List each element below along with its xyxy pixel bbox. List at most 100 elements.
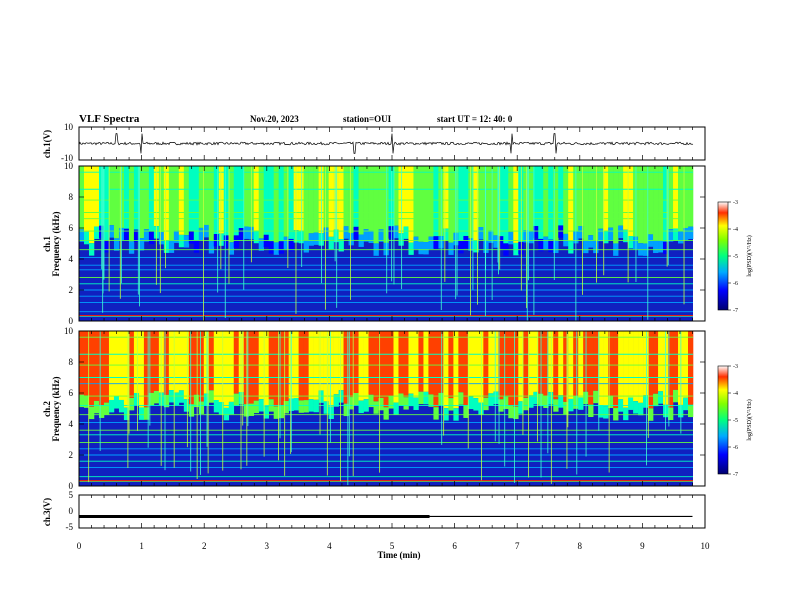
spectrogram-cell <box>368 166 374 231</box>
spectrogram-cell <box>79 331 85 395</box>
spectrogram-cell <box>433 331 439 408</box>
spectrogram-cell <box>108 166 115 226</box>
colorbar-tick-label: -7 <box>733 472 738 478</box>
spectrogram-cell <box>523 331 529 398</box>
spectrogram-cell <box>328 331 334 407</box>
spectrogram-cell <box>688 226 694 240</box>
spectrogram-cell <box>628 236 634 249</box>
spectrogram-cell <box>293 331 299 398</box>
spectrogram-cell <box>83 166 90 232</box>
spectrogram-cell <box>393 331 399 403</box>
spectrogram-cell <box>578 397 584 410</box>
spectrogram-cell <box>373 166 379 244</box>
spectrogram-cell <box>183 235 190 248</box>
spectrogram-cell <box>513 166 519 243</box>
spectrogram-cell <box>358 400 364 414</box>
spectrogram-cell <box>123 228 130 242</box>
spectrogram-cell <box>343 226 349 239</box>
spectrogram-cell <box>498 166 504 237</box>
spectrogram-cell <box>353 331 359 394</box>
spectrogram-cell <box>248 331 255 404</box>
spectrogram-cell <box>93 331 100 401</box>
spectrogram-cell <box>598 405 604 418</box>
colorbar-tick-label: -3 <box>733 200 738 206</box>
spectrogram-cell <box>298 166 304 231</box>
spectrogram-cell <box>193 166 200 241</box>
spectrogram-cell <box>333 331 339 395</box>
spectrogram-cell <box>378 166 384 230</box>
spectrogram-cell <box>623 331 629 408</box>
spectrogram-cell <box>318 390 324 403</box>
spectrogram-cell <box>228 331 235 402</box>
spectrogram-cell <box>503 166 509 244</box>
spectrogram-cell <box>348 397 354 410</box>
spectrogram-cell <box>493 166 499 236</box>
spectrogram-cell <box>668 166 674 230</box>
ch2-colorbar <box>717 365 729 475</box>
spectrogram-cell <box>93 226 100 239</box>
spectrogram-cell <box>658 391 664 404</box>
spectrogram-cell <box>263 234 269 248</box>
spectrogram-cell <box>258 166 264 239</box>
spectrogram-cell <box>463 405 469 418</box>
spectrogram-cell <box>653 331 659 394</box>
spectrogram-cell <box>238 228 245 241</box>
spectrogram-cell <box>438 331 444 393</box>
spectrogram-cell <box>198 227 205 241</box>
ch1-ytick-bottom: -10 <box>61 153 73 163</box>
spectrogram-cell <box>608 331 614 396</box>
spectrogram-cell <box>328 236 334 250</box>
spectrogram-cell <box>113 166 120 239</box>
spectrogram-cell <box>183 166 190 236</box>
spectrogram-cell <box>148 166 155 232</box>
spectrogram-cell <box>578 226 584 239</box>
y-tick-label: 0 <box>69 481 74 491</box>
spectrogram-cell <box>658 166 664 241</box>
spectrogram-cell <box>623 407 629 421</box>
spectrogram-cell <box>143 331 150 408</box>
spectrogram-cell <box>328 406 334 419</box>
spectrogram-cell <box>428 331 434 395</box>
colorbar-tick-label: -4 <box>733 227 738 233</box>
spectrogram-cell <box>338 331 344 391</box>
spectrogram-cell <box>433 166 439 237</box>
spectrogram-cell <box>593 331 599 391</box>
spectrogram-cell <box>428 166 434 237</box>
spectrogram-cell <box>448 166 454 243</box>
figure-title: VLF Spectra <box>79 113 140 125</box>
spectrogram-cell <box>478 166 484 228</box>
spectrogram-cell <box>408 393 414 407</box>
spectrogram-cell <box>243 226 250 239</box>
spectrogram-cell <box>178 390 185 403</box>
spectrogram-cell <box>113 238 120 251</box>
y-tick-label: 2 <box>69 285 74 295</box>
spectrogram-cell <box>243 404 250 417</box>
spectrogram-cell <box>418 166 424 242</box>
spectrogram-cell <box>243 166 250 227</box>
spectrogram-cell <box>193 240 200 253</box>
spectrogram-cell <box>228 242 235 255</box>
spectrogram-cell <box>568 241 574 254</box>
y-tick-label: 10 <box>64 326 74 336</box>
spectrogram-cell <box>368 331 374 395</box>
spectrogram-cell <box>163 240 170 253</box>
spectrogram-cell <box>323 401 329 414</box>
spectrogram-cell <box>613 331 619 409</box>
spectrogram-cell <box>388 226 394 239</box>
spectrogram-cell <box>673 331 679 390</box>
spectrogram-cell <box>83 331 90 396</box>
spectrogram-cell <box>253 230 260 244</box>
spectrogram-cell <box>358 331 364 401</box>
spectrogram-cell <box>103 240 110 253</box>
spectrogram-cell <box>323 331 329 402</box>
spectrogram-cell <box>233 331 240 394</box>
spectrogram-cell <box>283 400 289 414</box>
spectrogram-cell <box>558 331 564 396</box>
spectrogram-cell <box>523 166 529 231</box>
spectrogram-cell <box>363 229 369 242</box>
spectrogram-cell <box>428 236 434 250</box>
y-tick-label: 10 <box>64 161 74 171</box>
spectrogram-cell <box>513 242 519 256</box>
spectrogram-cell <box>613 408 619 421</box>
spectrogram-cell <box>508 231 514 245</box>
